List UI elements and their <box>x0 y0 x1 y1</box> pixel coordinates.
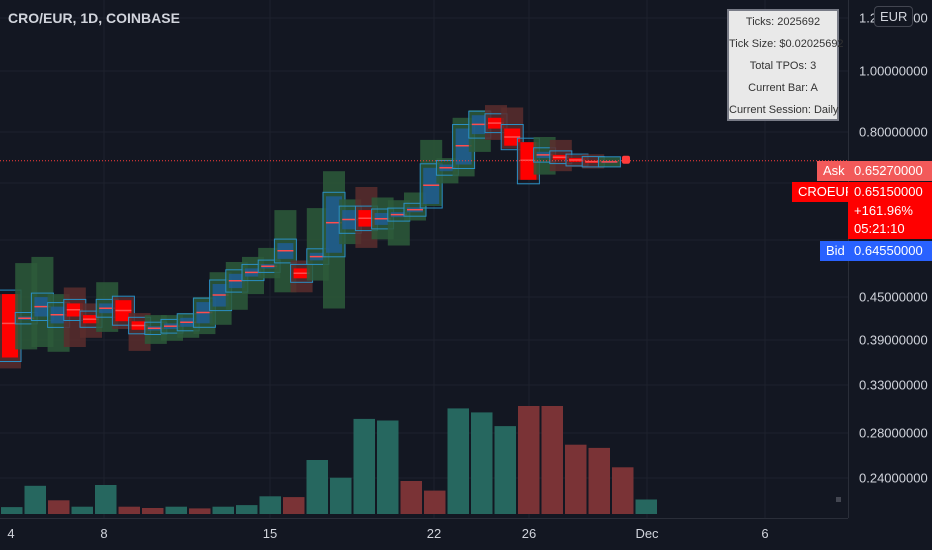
ask-price-tag: 0.65270000 <box>848 161 932 181</box>
volume-bar <box>353 418 375 514</box>
price-axis-label: 0.45000000 <box>859 289 928 305</box>
volume-bar <box>1 507 23 514</box>
bar-countdown-tag: 05:21:10 <box>848 219 932 239</box>
bid-label-tag: Bid <box>820 241 851 261</box>
time-axis-label: 22 <box>426 526 442 541</box>
volume-bar <box>612 467 634 514</box>
volume-bar <box>212 506 234 514</box>
volume-bar <box>565 444 587 514</box>
ask-label-tag: Ask <box>817 161 851 181</box>
price-axis-label: 0.33000000 <box>859 377 928 393</box>
chart-title[interactable]: CRO/EUR, 1D, COINBASE <box>8 10 180 26</box>
volume-bar <box>236 505 258 514</box>
scroll-marker <box>836 497 841 502</box>
symbol-label-tag: CROEUR <box>792 182 861 202</box>
time-axis-label: 6 <box>761 526 769 541</box>
info-current-bar: Current Bar: A <box>748 82 818 94</box>
candle-body <box>2 294 18 358</box>
volume-bar <box>635 499 657 514</box>
volume-bar <box>377 420 399 514</box>
price-axis-label: 0.24000000 <box>859 470 928 486</box>
price-axis-label: 0.80000000 <box>859 124 928 140</box>
tpo-value-area <box>597 156 621 168</box>
volume-bar <box>424 490 446 514</box>
volume-bar <box>189 508 211 514</box>
volume-bar <box>494 426 516 514</box>
volume-bar <box>142 508 164 514</box>
tpo-value-area <box>111 295 135 326</box>
tpo-info-box: Ticks: 2025692 Tick Size: $0.02025692 To… <box>727 9 844 121</box>
price-axis-label: 0.28000000 <box>859 425 928 441</box>
time-axis[interactable]: 4 8 15 22 26 Dec 6 <box>0 518 848 550</box>
price-axis-label: 0.39000000 <box>859 332 928 348</box>
last-price-tag: 0.65150000 <box>848 182 932 202</box>
time-axis-label: 4 <box>7 526 15 541</box>
volume-bar <box>330 477 352 514</box>
tpo-value-area <box>500 124 524 151</box>
time-axis-label: 8 <box>100 526 108 541</box>
info-tick-size: Tick Size: $0.02025692 <box>729 38 844 50</box>
candlestick-chart[interactable] <box>0 0 848 518</box>
tpo-value-area <box>403 202 427 217</box>
volume-bar <box>471 412 493 514</box>
time-axis-label: 26 <box>521 526 537 541</box>
volume-bar <box>48 500 70 514</box>
volume-bar <box>306 460 328 514</box>
tpo-value-area <box>419 163 443 209</box>
candle-body <box>326 196 342 253</box>
time-axis-label: Dec <box>635 526 659 541</box>
bid-price-tag: 0.64550000 <box>848 241 932 261</box>
volume-bar <box>71 506 93 514</box>
volume-bar <box>400 481 422 514</box>
volume-bar <box>283 497 305 514</box>
volume-bar <box>165 506 187 514</box>
volume-bar <box>518 406 540 514</box>
volume-bar <box>259 496 281 514</box>
price-axis-label: 1.00000000 <box>859 63 928 79</box>
chart-plot-area[interactable] <box>0 0 848 518</box>
volume-bar <box>24 485 46 514</box>
volume-bar <box>447 408 469 514</box>
tpo-value-area <box>273 238 297 264</box>
info-ticks: Ticks: 2025692 <box>745 16 821 28</box>
volume-bar <box>588 447 610 514</box>
last-price-marker <box>622 155 630 164</box>
volume-bar <box>95 485 117 514</box>
price-change-tag: +161.96% <box>848 201 932 221</box>
volume-bar <box>541 406 563 514</box>
currency-button[interactable]: EUR <box>874 6 914 27</box>
time-axis-label: 15 <box>262 526 278 541</box>
volume-bar <box>118 506 140 514</box>
info-total-tpos: Total TPOs: 3 <box>749 60 817 72</box>
info-current-session: Current Session: Daily <box>729 104 839 116</box>
